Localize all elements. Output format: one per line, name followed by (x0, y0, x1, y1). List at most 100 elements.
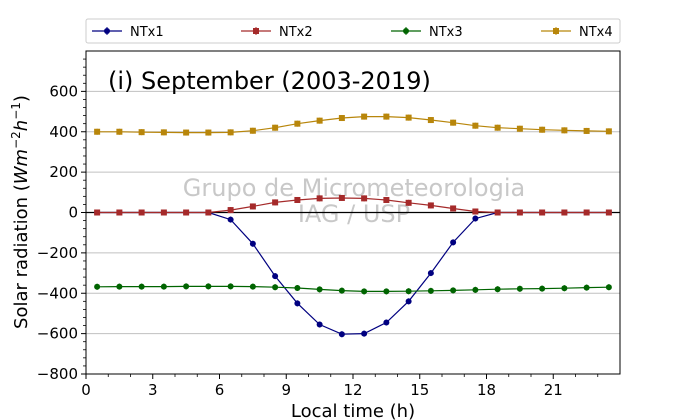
data-point (272, 284, 279, 291)
legend: NTx1 NTx2 NTx3 NTx4 (85, 18, 621, 44)
data-point (205, 283, 212, 290)
data-point (316, 117, 323, 124)
data-point (494, 124, 501, 131)
data-point (583, 127, 590, 134)
data-point (405, 114, 412, 121)
x-tick-label: 3 (148, 381, 158, 399)
plot-area: Grupo de Micrometeorologia IAG / USP (i)… (85, 50, 621, 375)
data-point (338, 194, 345, 201)
series-line-ntx2 (97, 197, 609, 214)
x-tick-label: 9 (281, 381, 291, 399)
data-point (338, 115, 345, 122)
y-tick-label: 0 (68, 204, 78, 222)
data-point (427, 287, 434, 294)
data-point (383, 288, 390, 295)
data-point (561, 127, 568, 134)
data-point (338, 287, 345, 294)
y-tick-label: −200 (37, 244, 78, 262)
data-point (383, 196, 390, 203)
data-point (249, 203, 256, 210)
y-tick-label: −600 (37, 325, 78, 343)
data-point (116, 128, 123, 135)
y-tick-label: −800 (37, 365, 78, 383)
data-point (494, 286, 501, 293)
data-point (183, 129, 190, 136)
data-point (450, 119, 457, 126)
data-point (539, 126, 546, 133)
data-point (383, 319, 390, 326)
data-point (316, 195, 323, 202)
y-tick-label: 400 (49, 123, 78, 141)
data-point (294, 285, 301, 292)
y-tick-label: 200 (49, 163, 78, 181)
data-point (383, 113, 390, 120)
data-point (160, 209, 167, 216)
data-point (561, 209, 568, 216)
data-point (227, 129, 234, 136)
data-point (294, 300, 301, 307)
data-point (361, 113, 368, 120)
data-point (183, 283, 190, 290)
data-point (205, 209, 212, 216)
data-point (472, 122, 479, 129)
data-point (583, 284, 590, 291)
legend-marker (403, 28, 409, 34)
x-tick-label: 15 (410, 381, 429, 399)
legend-frame (85, 18, 621, 44)
data-point (272, 199, 279, 206)
data-point (405, 288, 412, 295)
data-point (561, 285, 568, 292)
legend-label-ntx4: NTx4 (579, 25, 613, 40)
watermark-line-1: Grupo de Micrometeorologia (183, 174, 525, 202)
data-point (249, 240, 256, 247)
data-point (583, 209, 590, 216)
data-point (427, 270, 434, 277)
data-point (272, 124, 279, 131)
legend-marker (553, 28, 559, 34)
data-point (472, 208, 479, 215)
x-tick-label: 12 (343, 381, 362, 399)
data-point (605, 284, 612, 291)
y-axis-label: Solar radiation (Wm−2h−1) (9, 95, 32, 329)
data-point (294, 120, 301, 127)
x-axis: 0 3 6 9 12 15 18 21 (81, 374, 599, 399)
data-point (361, 288, 368, 295)
y-tick-label: −400 (37, 284, 78, 302)
data-point (272, 273, 279, 280)
series-line-ntx1 (97, 211, 609, 335)
series-line-ntx3 (97, 285, 609, 292)
data-point (160, 129, 167, 136)
y-tick-label: 600 (49, 82, 78, 100)
data-point (227, 207, 234, 214)
data-point (516, 285, 523, 292)
data-point (138, 209, 145, 216)
data-point (472, 215, 479, 222)
data-point (427, 117, 434, 124)
data-point (450, 239, 457, 246)
legend-label-ntx3: NTx3 (429, 25, 463, 40)
data-point (494, 209, 501, 216)
x-tick-label: 18 (477, 381, 496, 399)
data-point (94, 283, 101, 290)
data-point (227, 283, 234, 290)
data-point (539, 209, 546, 216)
data-point (94, 209, 101, 216)
data-point (450, 287, 457, 294)
data-point (116, 209, 123, 216)
chart-title: (i) September (2003-2019) (108, 67, 431, 95)
legend-label-ntx1: NTx1 (130, 25, 164, 40)
data-point (183, 209, 190, 216)
data-point (450, 205, 457, 212)
data-point (227, 216, 234, 223)
data-point (294, 196, 301, 203)
data-point (249, 283, 256, 290)
data-point (361, 330, 368, 337)
data-point (205, 129, 212, 136)
data-point (405, 298, 412, 305)
data-point (361, 195, 368, 202)
data-point (160, 283, 167, 290)
x-tick-label: 21 (544, 381, 563, 399)
data-point (539, 285, 546, 292)
data-point (472, 286, 479, 293)
